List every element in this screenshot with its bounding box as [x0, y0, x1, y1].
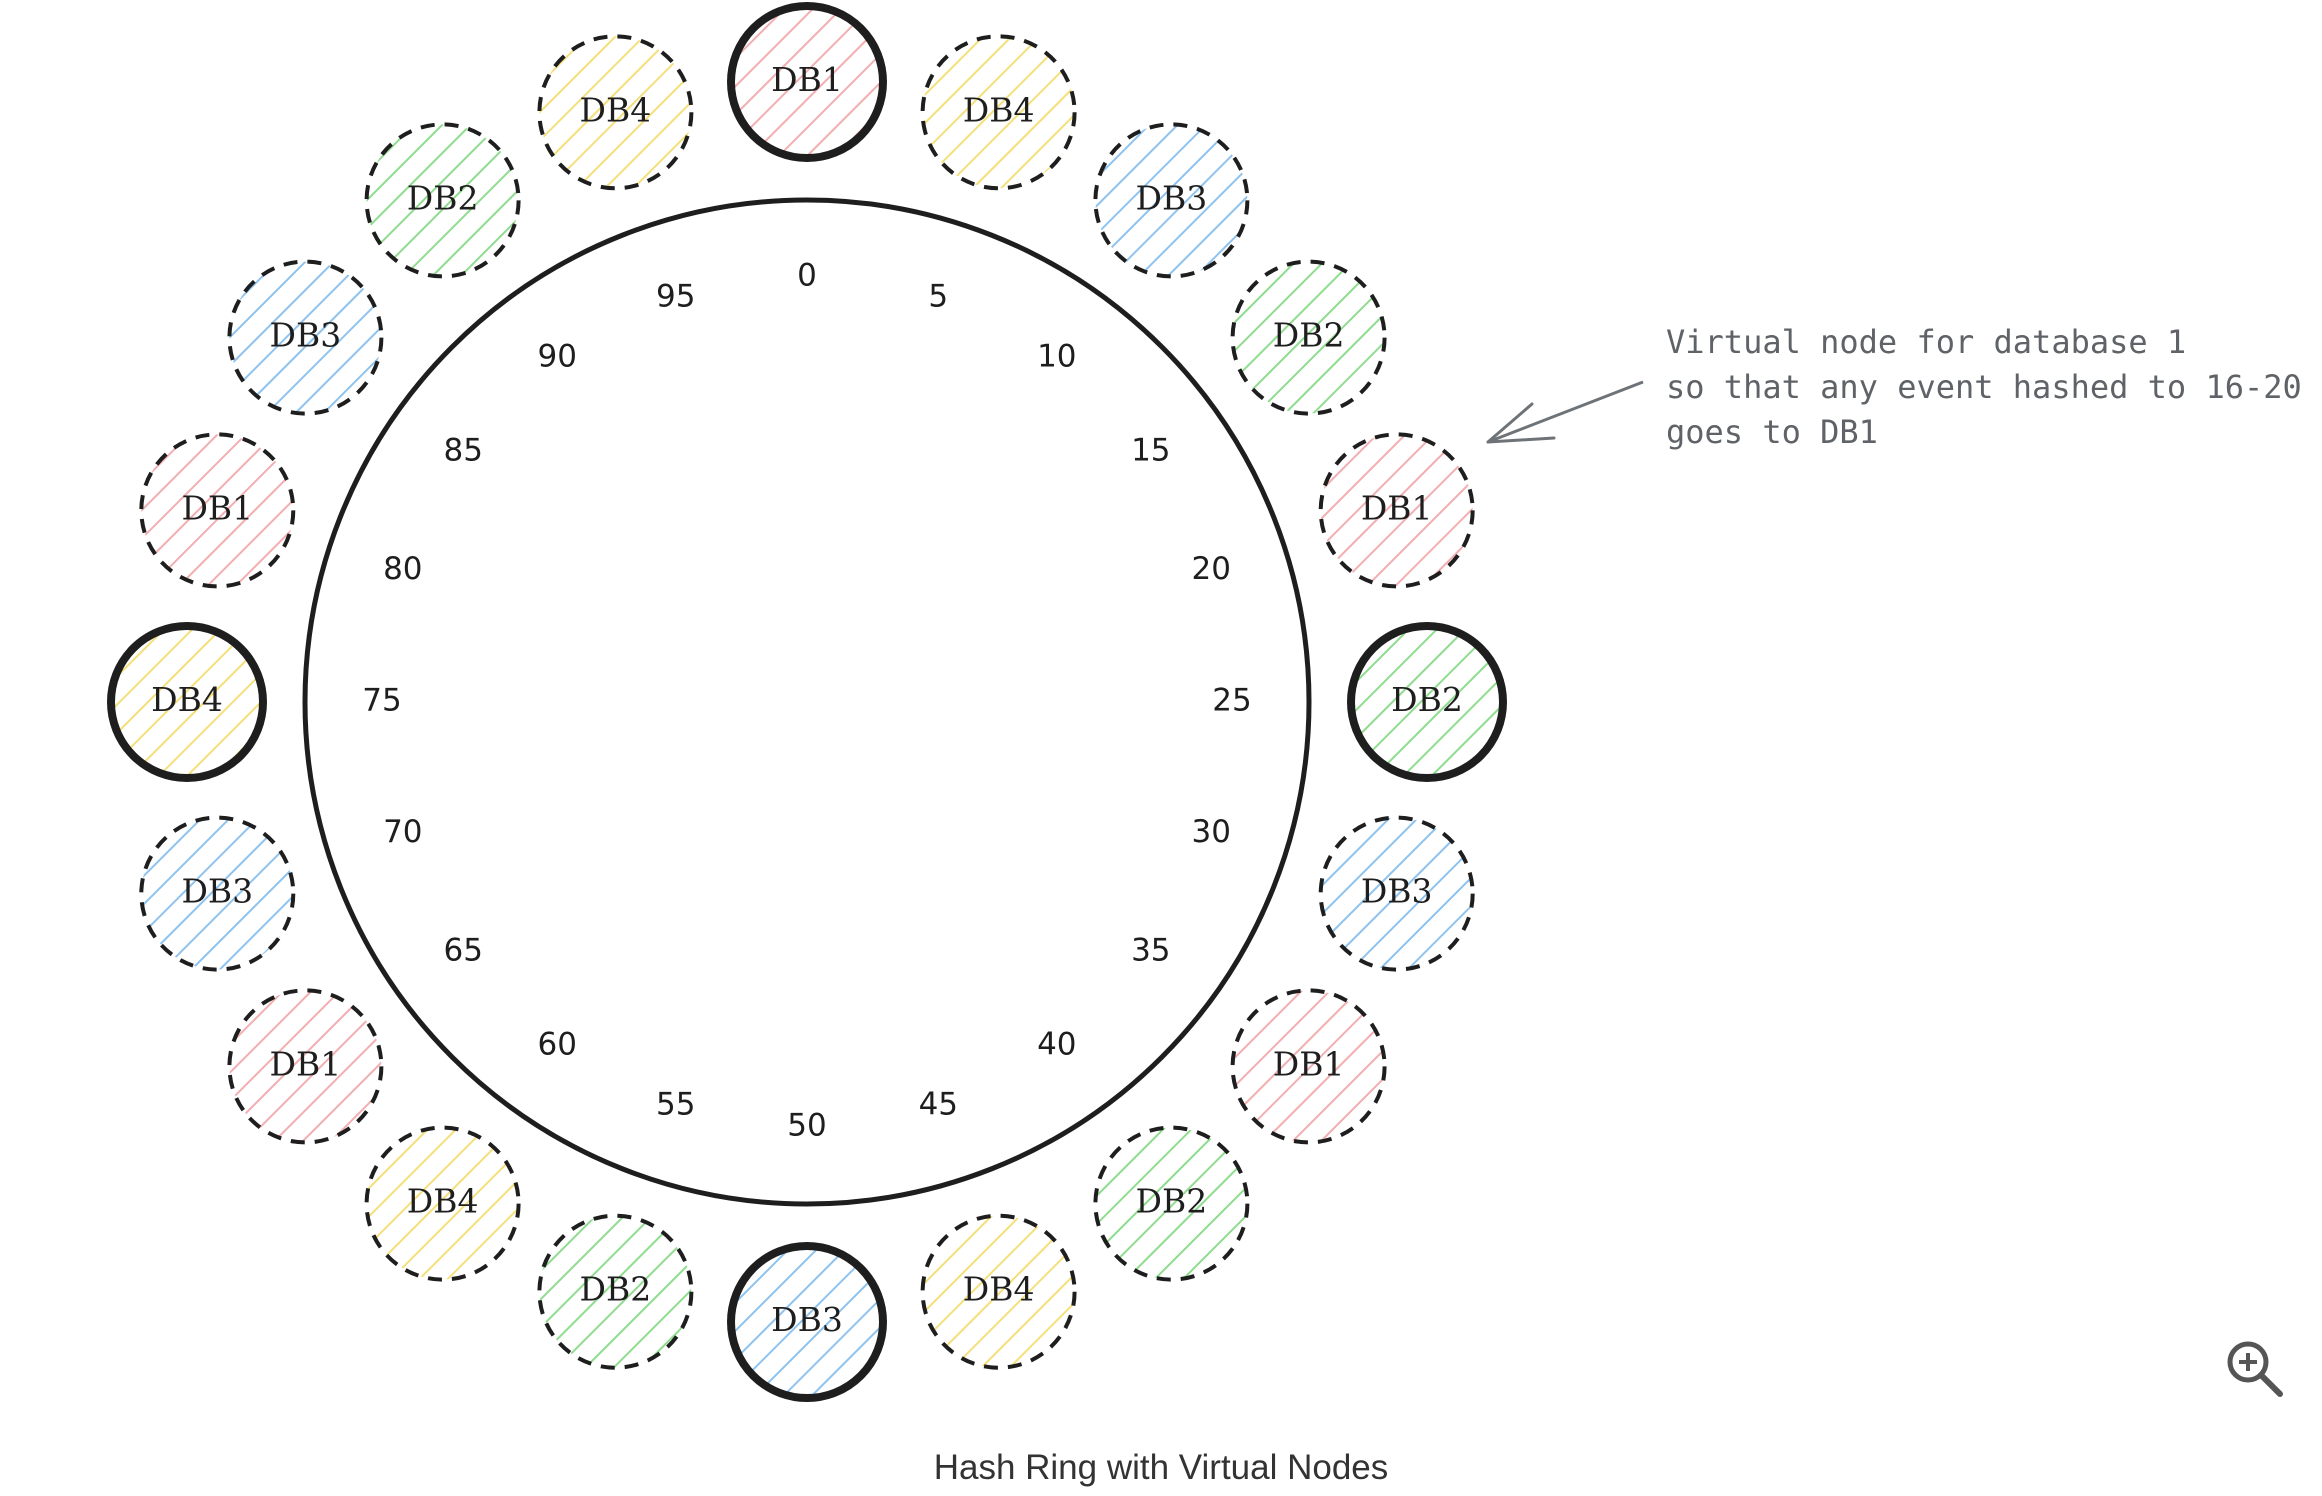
node-label: DB2: [580, 1270, 652, 1309]
tick-label-35: 35: [1131, 932, 1170, 968]
primary-node-circle: [107, 622, 267, 782]
virtual-node-db2: DB2: [1347, 622, 1507, 782]
zoom-in-button[interactable]: [2222, 1336, 2286, 1400]
virtual-node-db4: DB4: [537, 34, 694, 191]
annotation-line-1: Virtual node for database 1: [1666, 323, 2186, 361]
tick-label-90: 90: [537, 339, 576, 375]
virtual-node-db1: DB1: [727, 2, 887, 162]
virtual-node-circle: [1318, 432, 1475, 589]
virtual-node-circle: [1318, 815, 1475, 972]
virtual-node-db3: DB3: [227, 259, 384, 416]
tick-label-10: 10: [1037, 339, 1076, 375]
node-label: DB3: [270, 316, 342, 355]
virtual-node-circle: [920, 34, 1077, 191]
tick-label-65: 65: [443, 932, 482, 968]
virtual-node-db1: DB1: [1230, 988, 1387, 1145]
virtual-node-circle: [1230, 259, 1387, 416]
tick-label-30: 30: [1191, 814, 1230, 850]
tick-label-85: 85: [443, 433, 482, 469]
tick-label-95: 95: [656, 278, 695, 314]
virtual-node-db2: DB2: [364, 122, 521, 279]
annotation: Virtual node for database 1 so that any …: [1486, 323, 2302, 451]
virtual-node-db3: DB3: [727, 1242, 887, 1402]
virtual-node-db3: DB3: [139, 815, 296, 972]
virtual-node-circle: [920, 1213, 1077, 1370]
virtual-node-circle: [364, 1125, 521, 1282]
tick-label-60: 60: [537, 1026, 576, 1062]
node-label: DB1: [1273, 1044, 1345, 1083]
virtual-node-db4: DB4: [364, 1125, 521, 1282]
annotation-line-3: goes to DB1: [1666, 413, 1878, 451]
virtual-node-circle: [364, 122, 521, 279]
virtual-node-db1: DB1: [139, 432, 296, 589]
node-label: DB4: [151, 680, 223, 719]
virtual-node-circle: [537, 34, 694, 191]
node-label: DB2: [1136, 1182, 1208, 1221]
virtual-node-db4: DB4: [107, 622, 267, 782]
virtual-node-db2: DB2: [537, 1213, 694, 1370]
virtual-node-db4: DB4: [920, 34, 1077, 191]
node-label: DB1: [270, 1044, 342, 1083]
virtual-node-circle: [1230, 988, 1387, 1145]
virtual-node-db2: DB2: [1093, 1125, 1250, 1282]
virtual-node-db3: DB3: [1093, 122, 1250, 279]
node-label: DB4: [963, 1270, 1035, 1309]
annotation-arrow-shaft: [1487, 380, 1644, 444]
virtual-nodes: DB1 DB4 DB3 DB2 DB1 DB2 DB3 DB1 DB2 DB4 DB3 DB2 DB4 D…: [107, 2, 1507, 1402]
tick-label-45: 45: [919, 1087, 958, 1123]
zoom-in-icon: [2227, 1341, 2283, 1397]
virtual-node-circle: [139, 432, 296, 589]
node-label: DB3: [771, 1300, 843, 1339]
node-label: DB2: [1391, 680, 1463, 719]
tick-label-75: 75: [362, 683, 401, 719]
node-label: DB1: [181, 488, 253, 527]
node-label: DB4: [963, 90, 1035, 129]
node-label: DB4: [580, 90, 652, 129]
node-label: DB2: [407, 178, 479, 217]
tick-label-70: 70: [383, 814, 422, 850]
tick-label-5: 5: [928, 278, 948, 314]
virtual-node-circle: [537, 1213, 694, 1370]
tick-label-80: 80: [383, 551, 422, 587]
node-label: DB1: [771, 60, 843, 99]
diagram-caption: Hash Ring with Virtual Nodes: [933, 1448, 1389, 1487]
virtual-node-db1: DB1: [1318, 432, 1475, 589]
virtual-node-circle: [1093, 1125, 1250, 1282]
node-label: DB1: [1361, 488, 1433, 527]
node-label: DB3: [181, 872, 253, 911]
primary-node-circle: [727, 2, 887, 162]
tick-label-15: 15: [1131, 433, 1170, 469]
tick-label-0: 0: [797, 258, 817, 294]
annotation-line-2: so that any event hashed to 16-20: [1666, 368, 2302, 406]
virtual-node-circle: [227, 988, 384, 1145]
tick-label-55: 55: [656, 1087, 695, 1123]
tick-label-20: 20: [1191, 551, 1230, 587]
virtual-node-db2: DB2: [1230, 259, 1387, 416]
virtual-node-db4: DB4: [920, 1213, 1077, 1370]
tick-label-25: 25: [1212, 683, 1251, 719]
tick-label-50: 50: [787, 1108, 826, 1144]
ring-tick-labels: 0 5 10 15 20 25 30 35 40 45 50 55 60 65 70 75 80 85 90 95: [362, 258, 1251, 1144]
node-label: DB4: [407, 1182, 479, 1221]
node-label: DB2: [1273, 316, 1345, 355]
virtual-node-circle: [1093, 122, 1250, 279]
virtual-node-db1: DB1: [227, 988, 384, 1145]
annotation-arrow-head: [1486, 402, 1556, 444]
primary-node-circle: [727, 1242, 887, 1402]
node-label: DB3: [1361, 872, 1433, 911]
virtual-node-circle: [227, 259, 384, 416]
virtual-node-circle: [139, 815, 296, 972]
hash-ring: [302, 197, 1312, 1207]
primary-node-circle: [1347, 622, 1507, 782]
virtual-node-db3: DB3: [1318, 815, 1475, 972]
node-label: DB3: [1136, 178, 1208, 217]
tick-label-40: 40: [1037, 1026, 1076, 1062]
